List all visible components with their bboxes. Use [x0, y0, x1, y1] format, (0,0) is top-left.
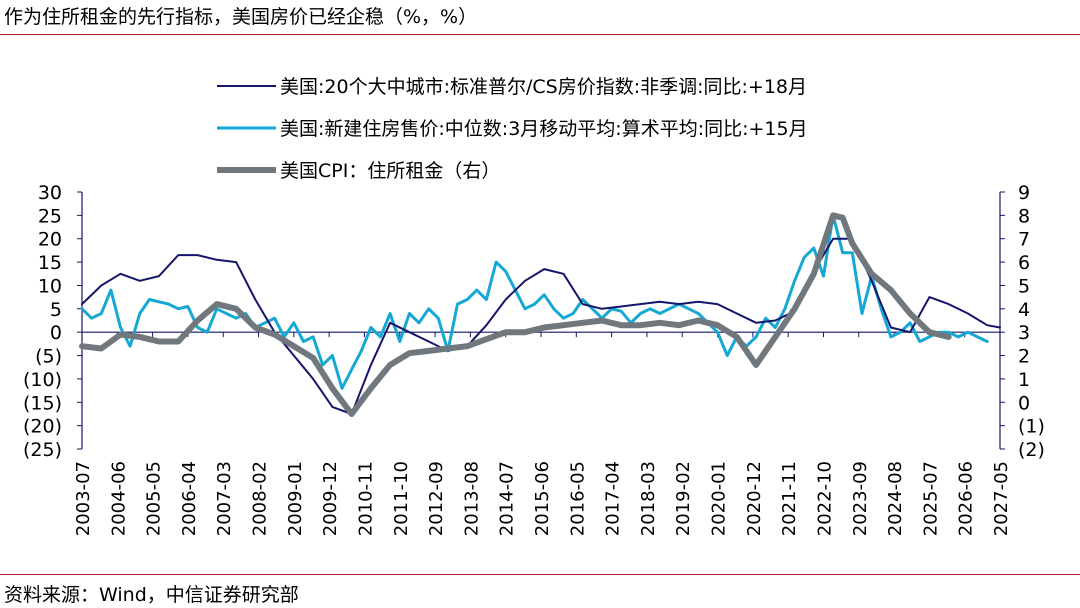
- x-axis-tick-label: 2017-04: [603, 461, 624, 536]
- right-axis-tick-label: 7: [1018, 229, 1030, 251]
- left-axis-tick-label: 25: [38, 205, 62, 227]
- x-axis-tick-label: 2003-07: [73, 461, 94, 536]
- right-axis-tick-label: 9: [1018, 182, 1030, 204]
- x-axis-tick-label: 2010-11: [355, 461, 376, 536]
- left-axis-tick-label: (20): [23, 416, 62, 438]
- source-note: 资料来源：Wind，中信证券研究部: [4, 584, 299, 606]
- title-rule: [0, 34, 1080, 35]
- left-axis-tick-label: 30: [38, 182, 62, 204]
- x-axis-tick-label: 2009-12: [320, 461, 341, 536]
- x-axis-tick-label: 2011-10: [391, 461, 412, 536]
- left-axis-tick-label: 0: [50, 322, 62, 344]
- x-axis-tick-label: 2009-01: [285, 461, 306, 536]
- x-axis-tick-label: 2008-02: [250, 461, 271, 536]
- legend-label-3: 美国CPI：住所租金（右）: [280, 160, 500, 182]
- legend: 美国:20个大中城市:标准普尔/CS房价指数:非季调:同比:+18月美国:新建住…: [217, 76, 808, 182]
- axes: 302520151050(5)(10)(15)(20)(25)987654321…: [23, 182, 1045, 536]
- x-axis-tick-label: 2007-03: [214, 461, 235, 536]
- left-axis-tick-label: 20: [38, 229, 62, 251]
- x-axis-tick-label: 2027-05: [991, 461, 1012, 536]
- left-axis-tick-label: (25): [23, 439, 62, 461]
- x-axis-tick-label: 2020-12: [744, 461, 765, 536]
- x-axis-tick-label: 2020-01: [709, 461, 730, 536]
- x-axis-tick-label: 2022-10: [814, 461, 835, 536]
- x-axis-tick-label: 2015-06: [532, 461, 553, 536]
- right-axis-tick-label: 0: [1018, 392, 1030, 414]
- right-axis-tick-label: 5: [1018, 275, 1030, 297]
- left-axis-tick-label: (5): [35, 346, 62, 368]
- left-axis-tick-label: 10: [38, 275, 62, 297]
- x-axis-tick-label: 2023-09: [850, 461, 871, 536]
- right-axis-tick-label: 3: [1018, 322, 1030, 344]
- legend-label-1: 美国:20个大中城市:标准普尔/CS房价指数:非季调:同比:+18月: [280, 76, 807, 98]
- right-axis-tick-label: 2: [1018, 346, 1030, 368]
- plot-area: [79, 212, 1001, 417]
- chart-title: 作为住所租金的先行指标，美国房价已经企稳（%，%）: [4, 6, 478, 28]
- left-axis-tick-label: 5: [50, 299, 62, 321]
- x-axis-tick-label: 2025-07: [920, 461, 941, 536]
- x-axis-tick-label: 2005-05: [144, 461, 165, 536]
- x-axis-tick-label: 2026-06: [956, 461, 977, 536]
- x-axis-tick-label: 2024-08: [885, 461, 906, 536]
- x-axis-tick-label: 2018-03: [638, 461, 659, 536]
- right-axis-tick-label: 6: [1018, 252, 1030, 274]
- right-axis-tick-label: (2): [1018, 439, 1045, 461]
- left-axis-tick-label: (10): [23, 369, 62, 391]
- x-axis-tick-label: 2016-05: [567, 461, 588, 536]
- x-axis-tick-label: 2014-07: [497, 461, 518, 536]
- x-axis-tick-label: 2013-08: [461, 461, 482, 536]
- x-axis-tick-label: 2006-04: [179, 461, 200, 536]
- right-axis-tick-label: 1: [1018, 369, 1030, 391]
- x-axis-tick-label: 2012-09: [426, 461, 447, 536]
- right-axis-tick-label: (1): [1018, 416, 1045, 438]
- left-axis-tick-label: (15): [23, 392, 62, 414]
- legend-label-2: 美国:新建住房售价:中位数:3月移动平均:算术平均:同比:+15月: [280, 118, 808, 140]
- series-line-2: [80, 213, 989, 390]
- right-axis-tick-label: 8: [1018, 205, 1030, 227]
- right-axis-tick-label: 4: [1018, 299, 1030, 321]
- x-axis-tick-label: 2019-02: [673, 461, 694, 536]
- series-line-3: [79, 212, 952, 417]
- left-axis-tick-label: 15: [38, 252, 62, 274]
- source-rule: [0, 574, 1080, 575]
- x-axis-tick-label: 2004-06: [108, 461, 129, 536]
- x-axis-tick-label: 2021-11: [779, 461, 800, 536]
